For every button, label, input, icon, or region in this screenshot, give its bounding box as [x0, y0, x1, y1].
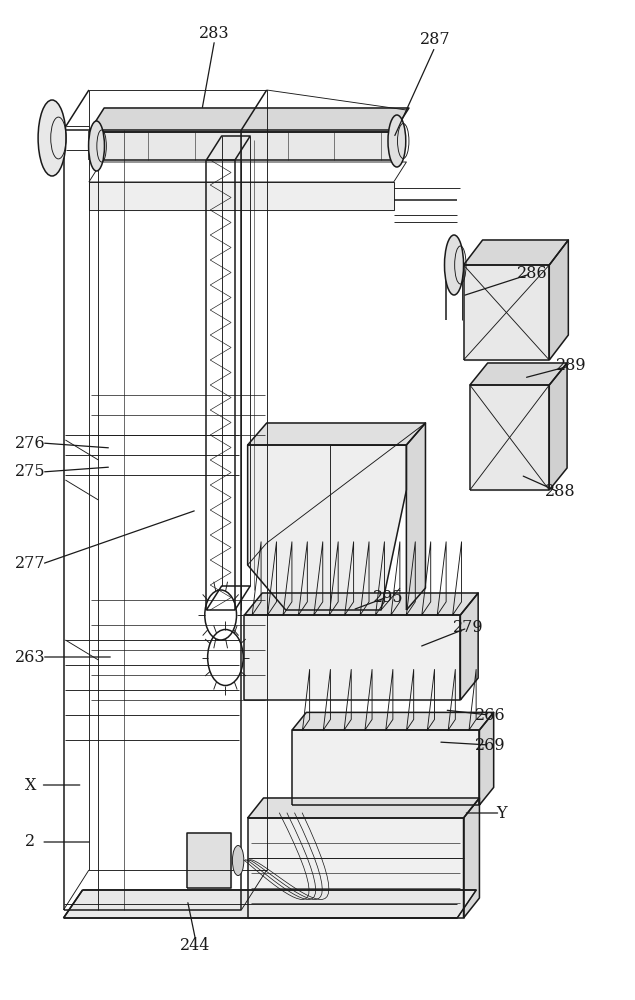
Polygon shape: [89, 132, 394, 160]
Text: 295: 295: [373, 588, 404, 605]
Polygon shape: [64, 890, 476, 918]
Polygon shape: [292, 712, 493, 730]
Text: 269: 269: [475, 736, 505, 754]
Polygon shape: [479, 712, 493, 805]
Text: 277: 277: [15, 556, 46, 572]
Polygon shape: [89, 108, 409, 132]
Ellipse shape: [388, 115, 406, 167]
Polygon shape: [292, 730, 479, 805]
Ellipse shape: [38, 100, 66, 176]
Text: 288: 288: [545, 484, 575, 500]
Polygon shape: [187, 833, 231, 888]
Ellipse shape: [89, 121, 104, 171]
Text: 276: 276: [15, 434, 46, 452]
Ellipse shape: [444, 235, 464, 295]
Polygon shape: [464, 240, 568, 265]
Polygon shape: [549, 363, 567, 490]
Polygon shape: [248, 818, 464, 918]
Text: 283: 283: [199, 24, 230, 41]
Polygon shape: [244, 593, 478, 615]
Polygon shape: [464, 798, 479, 918]
Polygon shape: [470, 363, 567, 385]
Text: 279: 279: [453, 619, 484, 637]
Polygon shape: [549, 240, 568, 360]
Polygon shape: [460, 593, 478, 700]
Polygon shape: [248, 423, 425, 445]
Polygon shape: [89, 182, 394, 210]
Polygon shape: [470, 385, 549, 490]
Text: 2: 2: [25, 834, 36, 850]
Text: 289: 289: [556, 358, 587, 374]
Polygon shape: [406, 423, 425, 610]
Text: 275: 275: [15, 464, 46, 481]
Polygon shape: [248, 798, 479, 818]
Text: 244: 244: [180, 938, 211, 954]
Polygon shape: [464, 265, 549, 360]
Text: 287: 287: [420, 31, 450, 48]
Polygon shape: [244, 615, 460, 700]
Text: 266: 266: [475, 706, 505, 724]
Polygon shape: [248, 445, 406, 610]
Text: X: X: [25, 776, 36, 794]
Text: 286: 286: [517, 265, 547, 282]
Text: 263: 263: [15, 648, 46, 666]
Ellipse shape: [232, 846, 244, 876]
Text: Y: Y: [497, 804, 507, 822]
